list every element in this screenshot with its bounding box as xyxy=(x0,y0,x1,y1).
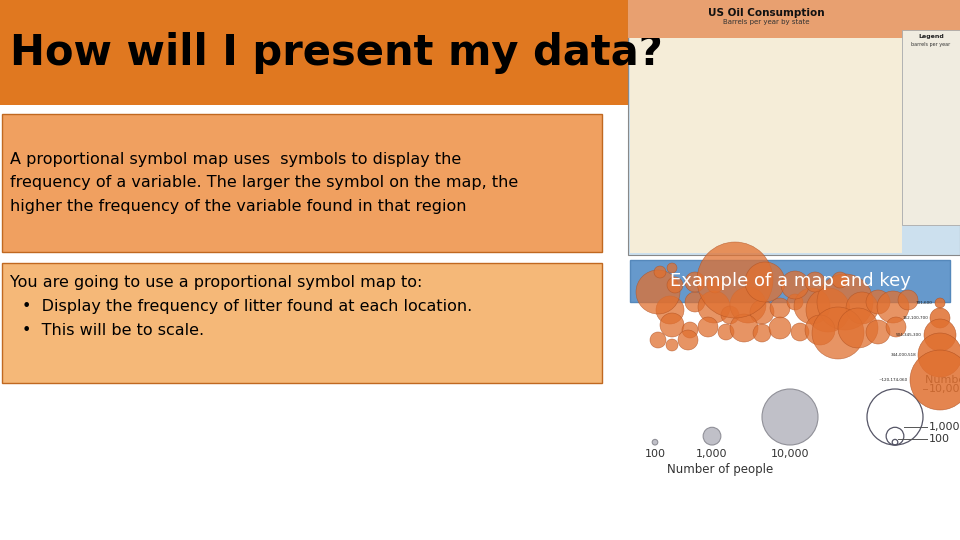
Text: 10,000: 10,000 xyxy=(771,449,809,459)
Circle shape xyxy=(838,308,878,348)
Circle shape xyxy=(770,298,790,318)
Circle shape xyxy=(866,320,890,344)
Circle shape xyxy=(794,288,830,324)
FancyBboxPatch shape xyxy=(628,0,960,255)
Circle shape xyxy=(707,277,723,293)
Circle shape xyxy=(703,427,721,445)
Text: 1,000: 1,000 xyxy=(696,449,728,459)
Circle shape xyxy=(805,272,825,292)
Circle shape xyxy=(685,272,705,292)
Circle shape xyxy=(817,274,873,330)
Circle shape xyxy=(656,296,684,324)
Circle shape xyxy=(866,290,890,314)
Text: 701,600: 701,600 xyxy=(916,301,933,305)
FancyBboxPatch shape xyxy=(2,263,602,383)
Text: •  This will be to scale.: • This will be to scale. xyxy=(22,323,204,338)
FancyBboxPatch shape xyxy=(902,30,960,225)
FancyBboxPatch shape xyxy=(2,114,602,252)
Circle shape xyxy=(666,339,678,351)
Circle shape xyxy=(750,300,774,324)
Text: US Oil Consumption: US Oil Consumption xyxy=(708,8,825,18)
Circle shape xyxy=(667,263,677,273)
Text: ~120,174,060: ~120,174,060 xyxy=(878,378,908,382)
Circle shape xyxy=(685,292,705,312)
Circle shape xyxy=(886,317,906,337)
Circle shape xyxy=(806,288,850,332)
Text: Legend: Legend xyxy=(918,34,944,39)
Circle shape xyxy=(805,315,835,345)
Circle shape xyxy=(682,322,698,338)
Circle shape xyxy=(877,291,909,323)
Circle shape xyxy=(660,313,684,337)
Circle shape xyxy=(787,294,803,310)
FancyBboxPatch shape xyxy=(630,260,950,302)
Circle shape xyxy=(698,317,718,337)
Text: 100: 100 xyxy=(929,434,950,444)
Text: 162,100,700: 162,100,700 xyxy=(902,316,928,320)
Circle shape xyxy=(918,333,960,377)
Circle shape xyxy=(812,307,864,359)
Circle shape xyxy=(832,272,848,288)
Circle shape xyxy=(650,332,666,348)
Circle shape xyxy=(667,277,683,293)
Circle shape xyxy=(930,308,950,328)
Circle shape xyxy=(730,314,758,342)
Circle shape xyxy=(652,440,658,445)
Circle shape xyxy=(769,317,791,339)
FancyBboxPatch shape xyxy=(630,23,902,253)
Circle shape xyxy=(846,292,878,324)
Text: Number of people: Number of people xyxy=(925,375,960,385)
Text: barrels per year: barrels per year xyxy=(911,42,950,47)
Circle shape xyxy=(697,242,773,318)
Text: You are going to use a proportional symbol map to:: You are going to use a proportional symb… xyxy=(10,275,422,290)
Circle shape xyxy=(791,323,809,341)
Circle shape xyxy=(718,324,734,340)
Circle shape xyxy=(636,270,680,314)
Circle shape xyxy=(721,306,739,324)
Circle shape xyxy=(935,298,945,308)
Circle shape xyxy=(745,262,785,302)
Circle shape xyxy=(924,319,956,351)
Circle shape xyxy=(781,271,809,299)
Text: Example of a map and key: Example of a map and key xyxy=(669,272,910,290)
FancyBboxPatch shape xyxy=(628,0,960,38)
Circle shape xyxy=(730,287,766,323)
Text: A proportional symbol map uses  symbols to display the
frequency of a variable. : A proportional symbol map uses symbols t… xyxy=(10,152,518,214)
Text: 100: 100 xyxy=(644,449,665,459)
Circle shape xyxy=(654,266,666,278)
Text: 10,000: 10,000 xyxy=(929,384,960,394)
Text: Number of people: Number of people xyxy=(667,463,773,476)
Circle shape xyxy=(678,330,698,350)
Circle shape xyxy=(753,324,771,342)
Text: 1,000: 1,000 xyxy=(929,422,960,433)
FancyBboxPatch shape xyxy=(0,0,630,105)
Text: •  Display the frequency of litter found at each location.: • Display the frequency of litter found … xyxy=(22,299,472,314)
Text: 344,000,518: 344,000,518 xyxy=(890,353,916,357)
Circle shape xyxy=(898,290,918,310)
Circle shape xyxy=(698,291,730,323)
Text: Barrels per year by state: Barrels per year by state xyxy=(723,19,809,25)
Circle shape xyxy=(762,389,818,445)
Circle shape xyxy=(910,350,960,410)
Text: How will I present my data?: How will I present my data? xyxy=(10,31,662,73)
Text: 504,345,300: 504,345,300 xyxy=(896,333,922,337)
